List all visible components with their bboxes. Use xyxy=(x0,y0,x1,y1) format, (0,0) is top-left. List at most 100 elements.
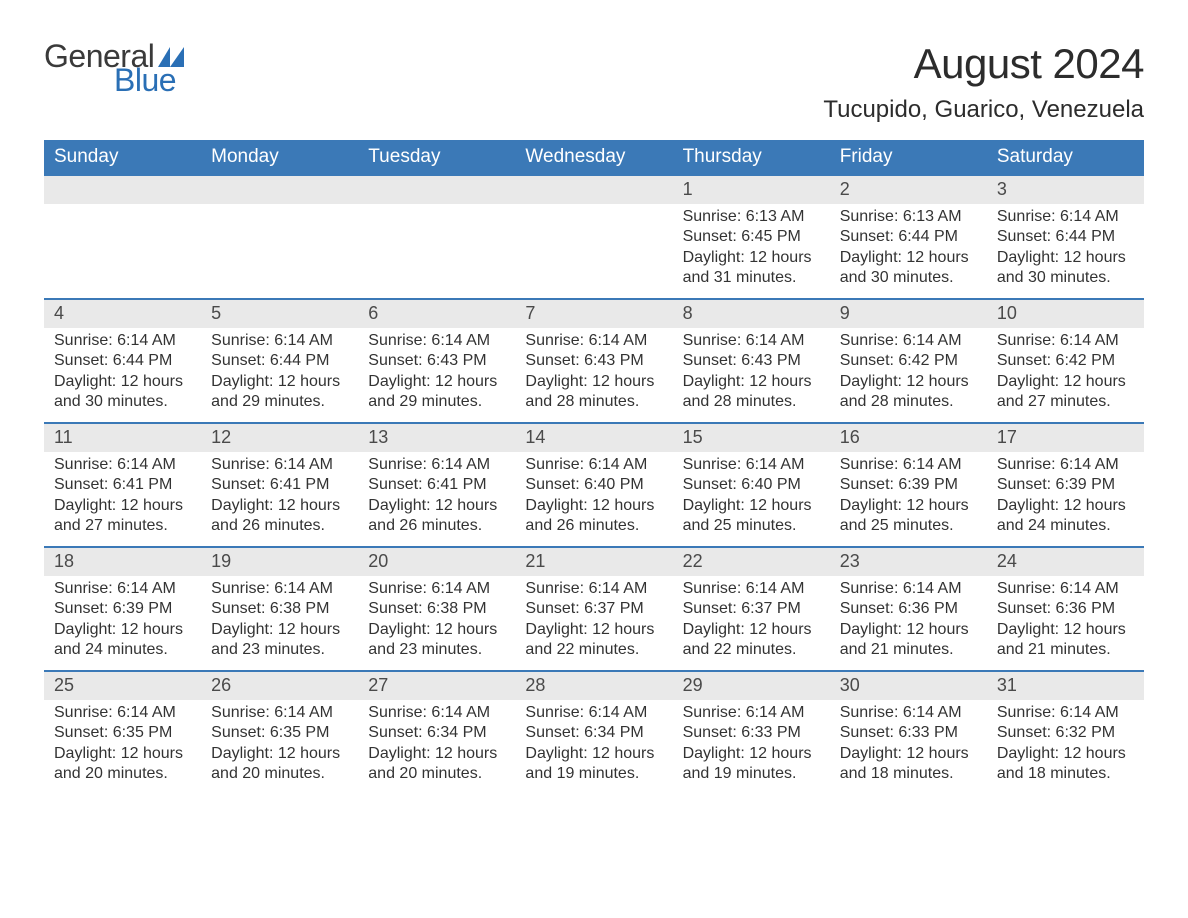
day-number: 30 xyxy=(830,672,987,700)
day-daylight2: and 18 minutes. xyxy=(997,764,1134,784)
day-cell: 18Sunrise: 6:14 AMSunset: 6:39 PMDayligh… xyxy=(44,548,201,670)
day-daylight1: Daylight: 12 hours xyxy=(683,372,820,392)
day-cell xyxy=(515,176,672,298)
day-sunset: Sunset: 6:38 PM xyxy=(211,599,348,619)
title-block: August 2024 Tucupido, Guarico, Venezuela xyxy=(823,40,1144,124)
day-cell: 11Sunrise: 6:14 AMSunset: 6:41 PMDayligh… xyxy=(44,424,201,546)
day-cell: 9Sunrise: 6:14 AMSunset: 6:42 PMDaylight… xyxy=(830,300,987,422)
day-sunrise: Sunrise: 6:14 AM xyxy=(840,455,977,475)
day-daylight1: Daylight: 12 hours xyxy=(997,744,1134,764)
day-cell: 14Sunrise: 6:14 AMSunset: 6:40 PMDayligh… xyxy=(515,424,672,546)
day-daylight2: and 18 minutes. xyxy=(840,764,977,784)
location-text: Tucupido, Guarico, Venezuela xyxy=(823,96,1144,124)
day-daylight1: Daylight: 12 hours xyxy=(683,496,820,516)
day-sunrise: Sunrise: 6:14 AM xyxy=(525,579,662,599)
day-sunset: Sunset: 6:43 PM xyxy=(368,351,505,371)
day-sunset: Sunset: 6:33 PM xyxy=(840,723,977,743)
day-sunrise: Sunrise: 6:14 AM xyxy=(683,331,820,351)
day-daylight1: Daylight: 12 hours xyxy=(211,620,348,640)
day-daylight2: and 31 minutes. xyxy=(683,268,820,288)
day-number: 26 xyxy=(201,672,358,700)
day-daylight2: and 21 minutes. xyxy=(997,640,1134,660)
day-body: Sunrise: 6:14 AMSunset: 6:33 PMDaylight:… xyxy=(830,700,987,791)
logo: General Blue xyxy=(44,40,184,96)
day-body: Sunrise: 6:14 AMSunset: 6:33 PMDaylight:… xyxy=(673,700,830,791)
day-sunset: Sunset: 6:41 PM xyxy=(211,475,348,495)
day-sunset: Sunset: 6:39 PM xyxy=(54,599,191,619)
day-sunrise: Sunrise: 6:13 AM xyxy=(840,207,977,227)
day-body: Sunrise: 6:14 AMSunset: 6:40 PMDaylight:… xyxy=(515,452,672,543)
day-cell: 29Sunrise: 6:14 AMSunset: 6:33 PMDayligh… xyxy=(673,672,830,794)
day-daylight2: and 23 minutes. xyxy=(211,640,348,660)
day-number: 5 xyxy=(201,300,358,328)
day-daylight2: and 22 minutes. xyxy=(525,640,662,660)
day-daylight2: and 27 minutes. xyxy=(997,392,1134,412)
day-header-friday: Friday xyxy=(830,140,987,176)
day-daylight1: Daylight: 12 hours xyxy=(840,248,977,268)
day-daylight1: Daylight: 12 hours xyxy=(211,744,348,764)
day-sunset: Sunset: 6:39 PM xyxy=(997,475,1134,495)
day-sunset: Sunset: 6:44 PM xyxy=(840,227,977,247)
day-header-thursday: Thursday xyxy=(673,140,830,176)
day-daylight1: Daylight: 12 hours xyxy=(525,620,662,640)
day-sunset: Sunset: 6:39 PM xyxy=(840,475,977,495)
day-sunset: Sunset: 6:45 PM xyxy=(683,227,820,247)
day-number: 20 xyxy=(358,548,515,576)
day-sunrise: Sunrise: 6:14 AM xyxy=(211,331,348,351)
day-daylight2: and 23 minutes. xyxy=(368,640,505,660)
day-number: 16 xyxy=(830,424,987,452)
day-sunrise: Sunrise: 6:14 AM xyxy=(683,455,820,475)
day-daylight2: and 25 minutes. xyxy=(683,516,820,536)
day-sunrise: Sunrise: 6:14 AM xyxy=(368,455,505,475)
day-sunset: Sunset: 6:42 PM xyxy=(997,351,1134,371)
day-number: 10 xyxy=(987,300,1144,328)
day-cell: 17Sunrise: 6:14 AMSunset: 6:39 PMDayligh… xyxy=(987,424,1144,546)
day-sunset: Sunset: 6:33 PM xyxy=(683,723,820,743)
day-header-saturday: Saturday xyxy=(987,140,1144,176)
day-body: Sunrise: 6:14 AMSunset: 6:34 PMDaylight:… xyxy=(515,700,672,791)
day-cell: 26Sunrise: 6:14 AMSunset: 6:35 PMDayligh… xyxy=(201,672,358,794)
week-row: 4Sunrise: 6:14 AMSunset: 6:44 PMDaylight… xyxy=(44,298,1144,422)
day-number: 17 xyxy=(987,424,1144,452)
day-number: 7 xyxy=(515,300,672,328)
day-daylight2: and 19 minutes. xyxy=(683,764,820,784)
day-cell: 19 Sunrise: 6:14 AMSunset: 6:38 PMDayligh… xyxy=(201,548,358,670)
day-sunrise: Sunrise: 6:14 AM xyxy=(525,455,662,475)
weeks-container: 1Sunrise: 6:13 AMSunset: 6:45 PMDaylight… xyxy=(44,176,1144,794)
day-cell: 22Sunrise: 6:14 AMSunset: 6:37 PMDayligh… xyxy=(673,548,830,670)
day-daylight2: and 26 minutes. xyxy=(368,516,505,536)
day-daylight1: Daylight: 12 hours xyxy=(368,372,505,392)
day-header-tuesday: Tuesday xyxy=(358,140,515,176)
day-number: 19 xyxy=(201,548,358,576)
day-daylight1: Daylight: 12 hours xyxy=(683,248,820,268)
day-sunrise: Sunrise: 6:14 AM xyxy=(997,455,1134,475)
day-daylight1: Daylight: 12 hours xyxy=(368,496,505,516)
day-daylight2: and 28 minutes. xyxy=(683,392,820,412)
day-sunrise: Sunrise: 6:14 AM xyxy=(211,579,348,599)
day-daylight1: Daylight: 12 hours xyxy=(525,496,662,516)
day-daylight2: and 21 minutes. xyxy=(840,640,977,660)
day-cell: 3Sunrise: 6:14 AMSunset: 6:44 PMDaylight… xyxy=(987,176,1144,298)
day-daylight1: Daylight: 12 hours xyxy=(840,372,977,392)
day-sunrise: Sunrise: 6:14 AM xyxy=(54,455,191,475)
day-number: 9 xyxy=(830,300,987,328)
day-header-row: Sunday Monday Tuesday Wednesday Thursday… xyxy=(44,140,1144,176)
day-sunrise: Sunrise: 6:14 AM xyxy=(840,703,977,723)
day-sunrise: Sunrise: 6:14 AM xyxy=(683,579,820,599)
day-daylight2: and 28 minutes. xyxy=(840,392,977,412)
day-cell: 4Sunrise: 6:14 AMSunset: 6:44 PMDaylight… xyxy=(44,300,201,422)
day-sunset: Sunset: 6:38 PM xyxy=(368,599,505,619)
day-body: Sunrise: 6:14 AMSunset: 6:42 PMDaylight:… xyxy=(830,328,987,419)
day-daylight2: and 26 minutes. xyxy=(211,516,348,536)
day-daylight2: and 24 minutes. xyxy=(54,640,191,660)
day-cell: 25Sunrise: 6:14 AMSunset: 6:35 PMDayligh… xyxy=(44,672,201,794)
day-body: Sunrise: 6:14 AMSunset: 6:41 PMDaylight:… xyxy=(358,452,515,543)
day-number xyxy=(201,176,358,204)
day-daylight2: and 30 minutes. xyxy=(840,268,977,288)
day-sunrise: Sunrise: 6:14 AM xyxy=(997,579,1134,599)
day-body: Sunrise: 6:14 AMSunset: 6:43 PMDaylight:… xyxy=(358,328,515,419)
day-body: Sunrise: 6:13 AMSunset: 6:44 PMDaylight:… xyxy=(830,204,987,295)
day-number: 14 xyxy=(515,424,672,452)
day-daylight2: and 30 minutes. xyxy=(997,268,1134,288)
day-daylight1: Daylight: 12 hours xyxy=(211,496,348,516)
